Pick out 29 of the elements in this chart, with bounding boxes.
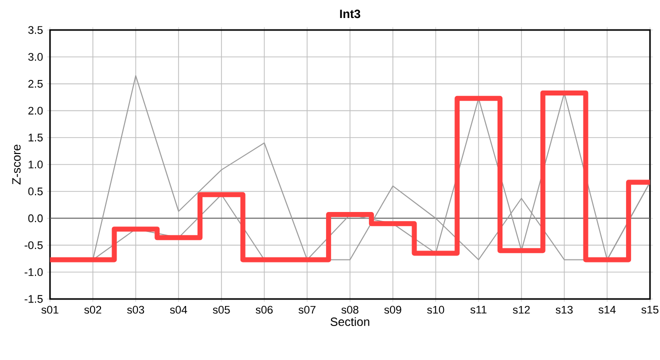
x-tick-label: s07 — [298, 306, 316, 314]
x-tick-label: s10 — [427, 306, 444, 314]
y-tick-label: -0.5 — [24, 241, 43, 250]
x-tick-label: s02 — [84, 306, 102, 314]
x-tick-label: s09 — [384, 306, 402, 314]
x-tick-label: s15 — [641, 306, 658, 314]
x-tick-label: s14 — [598, 306, 616, 314]
y-tick-label: 0.5 — [28, 188, 43, 196]
x-tick-label: s11 — [470, 306, 486, 314]
x-tick-label: s01 — [41, 306, 58, 314]
chart-title: Int3 — [340, 10, 360, 18]
x-tick-label: s13 — [556, 306, 573, 314]
y-tick-label: 2.5 — [28, 80, 43, 88]
x-tick-label: s03 — [127, 306, 144, 314]
y-tick-label: 3.0 — [28, 53, 43, 61]
y-tick-label: 3.5 — [28, 26, 43, 34]
y-tick-label: 2.0 — [28, 106, 43, 115]
y-tick-label: 1.5 — [28, 134, 43, 142]
y-tick-label: -1.0 — [24, 268, 43, 276]
x-tick-label: s06 — [256, 306, 273, 314]
y-tick-label: 1.0 — [28, 160, 43, 168]
x-tick-label: s12 — [512, 306, 530, 314]
x-tick-label: s08 — [341, 306, 358, 314]
x-axis-title: Section — [330, 317, 370, 326]
x-tick-label: s05 — [212, 306, 230, 314]
y-axis-title: Z-score — [12, 144, 21, 184]
x-tick-label: s04 — [170, 306, 188, 314]
y-tick-label: 0.0 — [28, 214, 43, 222]
y-tick-label: -1.5 — [24, 295, 43, 303]
